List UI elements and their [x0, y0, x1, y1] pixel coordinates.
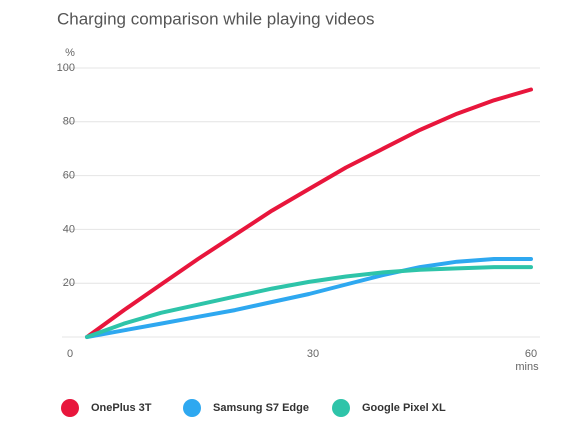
- legend-swatch: [61, 399, 79, 417]
- y-tick-label: 40: [63, 223, 75, 235]
- series-line: [85, 257, 533, 339]
- x-tick-label: 60: [525, 348, 537, 360]
- legend-label: OnePlus 3T: [91, 402, 152, 414]
- y-axis-label: %: [65, 47, 75, 59]
- chart-title: Charging comparison while playing videos: [57, 9, 375, 28]
- legend-label: Google Pixel XL: [362, 402, 446, 414]
- y-tick-label: 100: [57, 62, 75, 74]
- x-tick-label: 0: [67, 348, 73, 360]
- legend-label: Samsung S7 Edge: [213, 402, 309, 414]
- x-axis-label: mins: [515, 361, 539, 373]
- y-tick-label: 20: [63, 277, 75, 289]
- legend-swatch: [183, 399, 201, 417]
- y-tick-label: 60: [63, 170, 75, 182]
- series-line: [85, 265, 533, 339]
- legend-swatch: [332, 399, 350, 417]
- y-tick-label: 80: [63, 116, 75, 128]
- x-tick-label: 30: [307, 348, 319, 360]
- series-line: [85, 87, 533, 339]
